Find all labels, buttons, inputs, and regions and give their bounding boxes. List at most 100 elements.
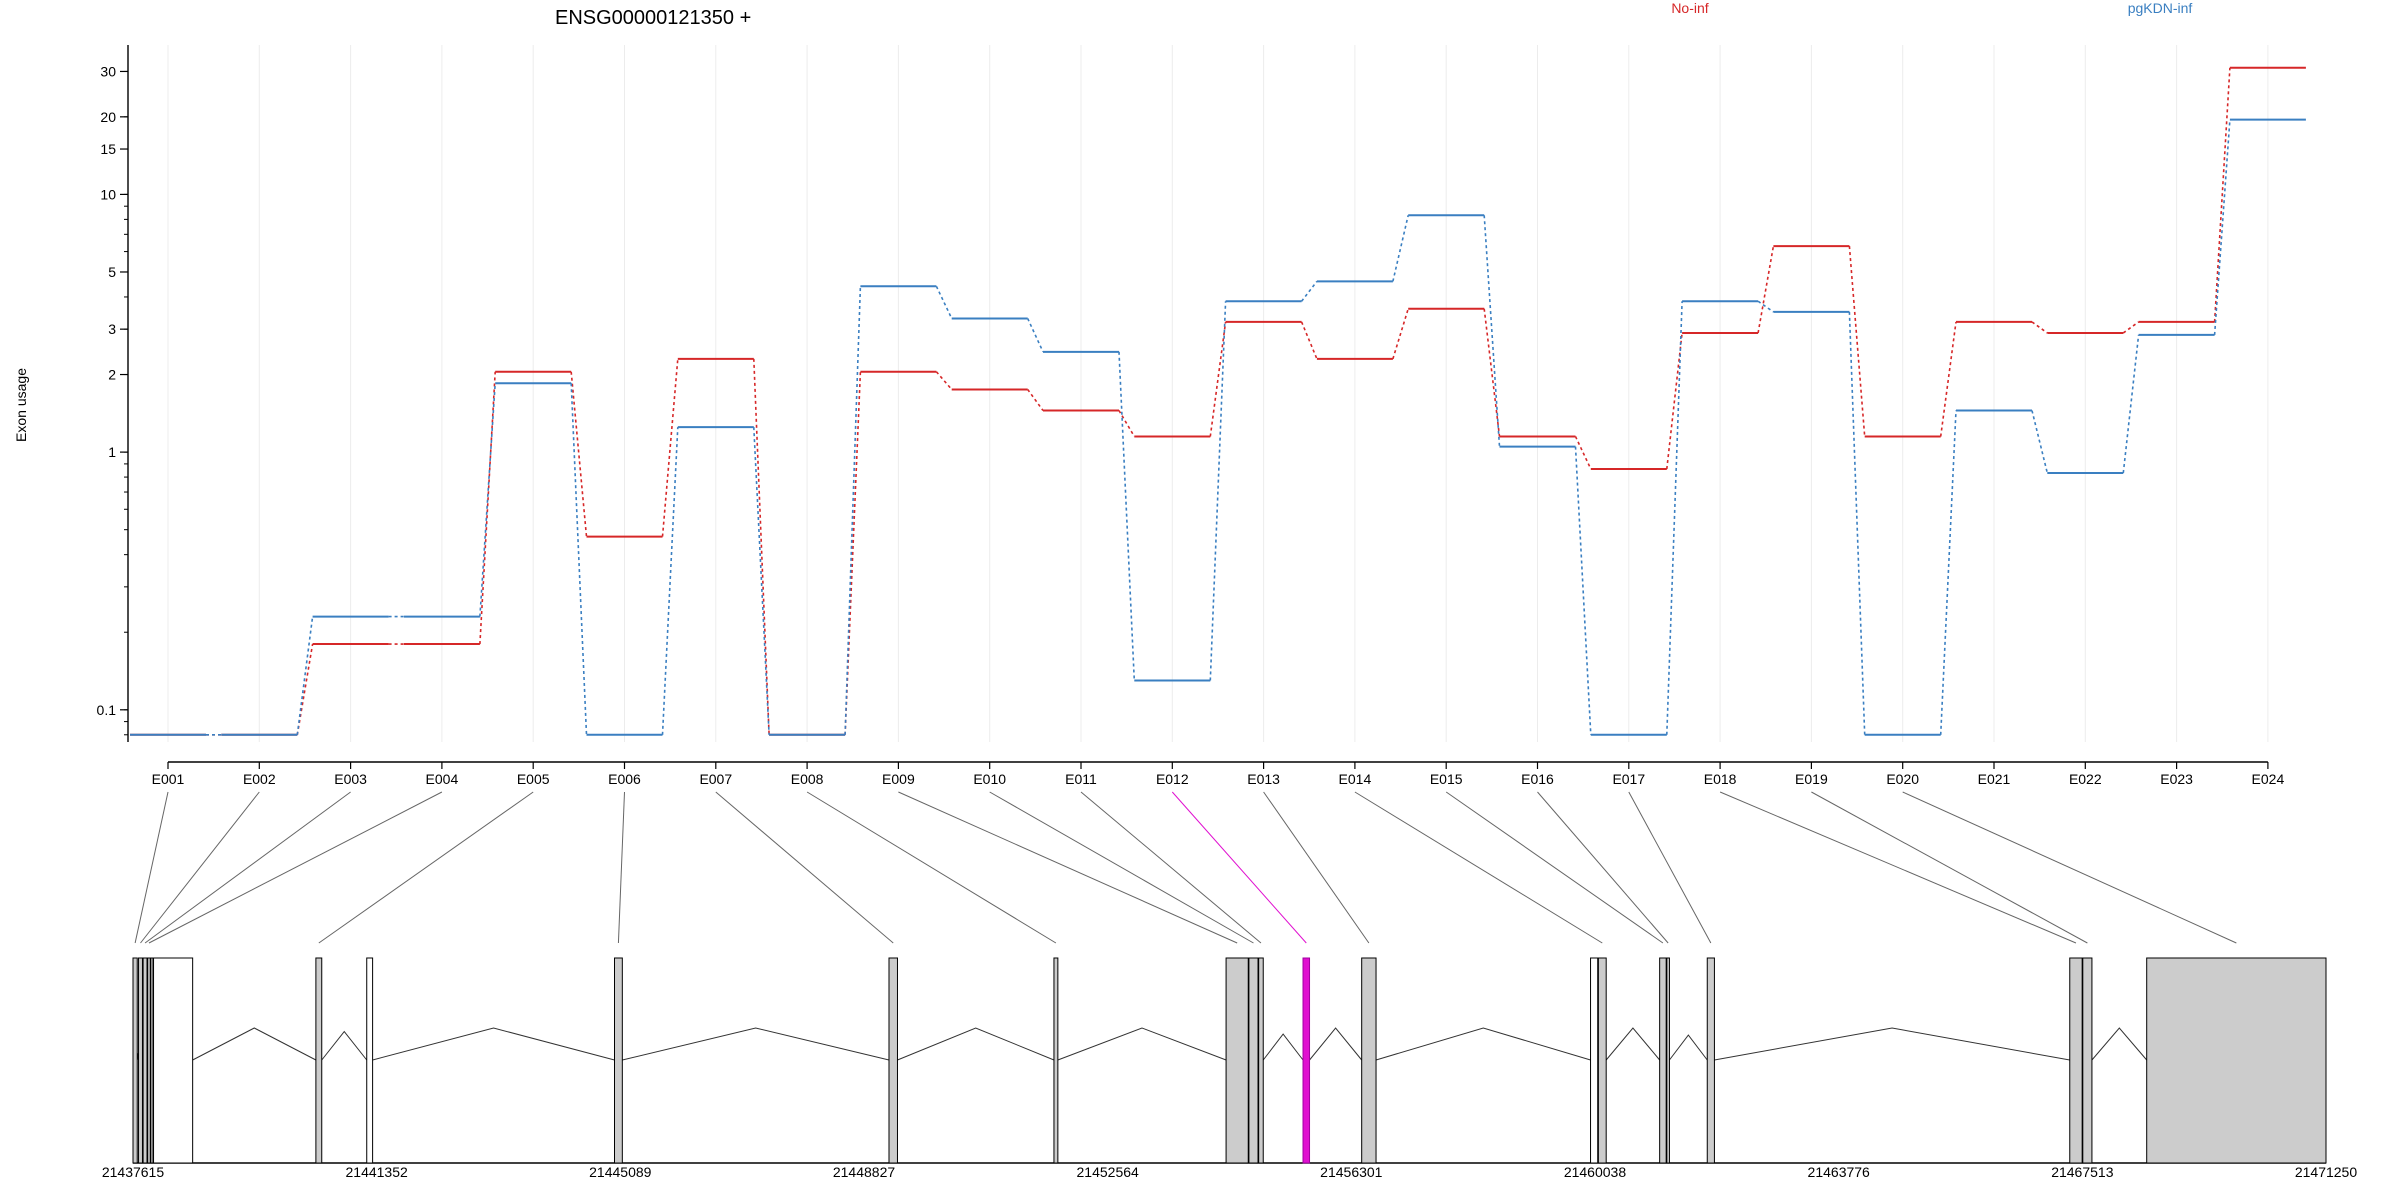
genomic-tick-label: 21467513 — [2051, 1164, 2114, 1180]
series-connector — [1666, 301, 1683, 735]
series-connector — [296, 616, 314, 735]
y-tick-label: 2 — [108, 367, 116, 383]
series-connector — [1757, 300, 1774, 313]
exon-connector — [1537, 791, 1669, 944]
series-connector — [1392, 215, 1409, 282]
exon-box — [1666, 957, 1670, 1164]
exon-box — [1225, 957, 1249, 1164]
exon-connector — [1811, 791, 2088, 944]
x-tick-label: E004 — [426, 771, 459, 787]
genomic-tick-label: 21437615 — [102, 1164, 165, 1180]
series-connector — [1300, 280, 1318, 302]
series-connector — [479, 383, 496, 617]
x-tick-label: E008 — [791, 771, 824, 787]
exon-box — [2146, 957, 2327, 1164]
series-connector — [1848, 246, 1866, 437]
series-connector — [2031, 410, 2049, 474]
exon-connector — [1445, 791, 1664, 944]
y-tick-label: 5 — [108, 264, 116, 280]
x-tick-label: E012 — [1156, 771, 1189, 787]
y-tick-label: 30 — [100, 63, 116, 79]
series-pgkdn-inf — [130, 118, 2306, 736]
x-tick-label: E015 — [1430, 771, 1463, 787]
x-tick-label: E009 — [882, 771, 915, 787]
x-tick-label: E014 — [1339, 771, 1372, 787]
series-connector — [2122, 321, 2140, 334]
exon-box — [1659, 957, 1667, 1164]
exon-connector — [898, 791, 1238, 944]
exon-box — [132, 957, 138, 1164]
intron-line — [321, 1030, 368, 1061]
intron-line — [1057, 1027, 1227, 1061]
intron-line — [2091, 1027, 2148, 1061]
exon-box — [150, 957, 154, 1164]
y-axis-label: Exon usage — [13, 368, 29, 442]
series-connector — [1574, 436, 1592, 470]
exon-box — [138, 957, 143, 1164]
genomic-tick-label: 21456301 — [1320, 1164, 1383, 1180]
x-tick-label: E010 — [973, 771, 1006, 787]
exon-box — [1590, 957, 1599, 1164]
intron-line — [1375, 1027, 1591, 1061]
exon-connector — [1080, 791, 1262, 944]
legend-pgkdn-inf: pgKDN-inf — [2128, 0, 2193, 16]
exon-box — [1706, 957, 1715, 1164]
series-connector — [661, 427, 679, 735]
series-connector — [1392, 308, 1409, 360]
exon-box — [888, 957, 898, 1164]
exon-connector — [1263, 791, 1370, 944]
x-tick-label: E018 — [1704, 771, 1737, 787]
exon-box — [1597, 957, 1607, 1164]
exon-connector — [715, 791, 894, 944]
exon-box — [1258, 957, 1264, 1164]
legend-no-inf: No-inf — [1671, 0, 1708, 16]
exon-box — [1053, 957, 1059, 1164]
series-connector — [1483, 215, 1501, 447]
exon-connector — [140, 791, 260, 944]
exon-connector — [318, 791, 534, 944]
x-tick-label: E003 — [334, 771, 367, 787]
vertical-grid — [167, 45, 2269, 742]
gene-model: 21437615 21441352 21445089 21448827 21452564… — [102, 957, 2358, 1180]
series-connector — [1209, 301, 1227, 681]
series-connector — [1939, 410, 1957, 735]
series-connector — [1118, 410, 1135, 437]
exon-connector — [617, 791, 625, 944]
y-tick-label: 10 — [100, 186, 116, 202]
series-connector — [1027, 389, 1044, 411]
exon-box — [315, 957, 323, 1164]
exon-box — [147, 957, 151, 1164]
exon-connector — [806, 791, 1057, 944]
exon-box — [1302, 957, 1311, 1164]
series-connector — [661, 358, 679, 537]
x-tick-label: E006 — [608, 771, 641, 787]
genomic-tick-label: 21460038 — [1564, 1164, 1627, 1180]
intron-line — [1309, 1027, 1363, 1061]
series-connector — [1574, 446, 1592, 735]
intron-line — [1669, 1034, 1708, 1061]
genomic-tick-label: 21471250 — [2295, 1164, 2358, 1180]
series-connector — [935, 371, 953, 390]
x-tick-label: E011 — [1065, 771, 1097, 787]
series-connector — [2213, 119, 2231, 335]
series-connector — [1209, 321, 1227, 437]
x-tick-label: E019 — [1795, 771, 1828, 787]
series-lines — [130, 66, 2306, 736]
exon-connectors — [134, 791, 2237, 944]
exon-connector — [989, 791, 1254, 944]
y-tick-label: 3 — [108, 321, 116, 337]
series-connector — [1026, 318, 1044, 353]
y-tick-label: 1 — [108, 444, 116, 460]
series-connector — [1483, 308, 1501, 437]
exon-connector — [1719, 791, 2077, 944]
x-tick-label: E021 — [1978, 771, 2011, 787]
exon-box — [2069, 957, 2083, 1164]
genomic-tick-label: 21452564 — [1077, 1164, 1140, 1180]
series-connector — [2213, 67, 2231, 322]
series-connector — [1848, 311, 1866, 735]
y-tick-label: 0.1 — [97, 702, 117, 718]
series-connector — [1757, 245, 1775, 334]
exon-box — [1248, 957, 1259, 1164]
series-connector — [1939, 321, 1957, 437]
